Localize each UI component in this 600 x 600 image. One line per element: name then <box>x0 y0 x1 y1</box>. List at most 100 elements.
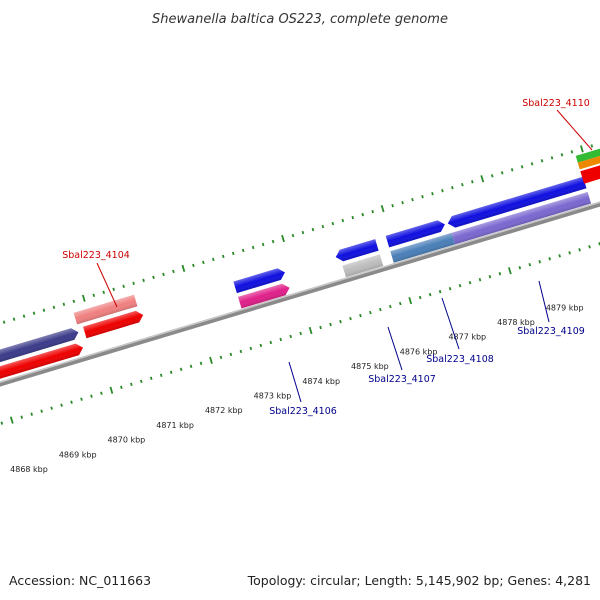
tick-inner <box>199 361 203 366</box>
tick-inner <box>418 295 422 300</box>
dark-blue-feature[interactable] <box>0 327 80 370</box>
scale-label: 4876 kbp <box>400 347 438 356</box>
gene-label-4107[interactable]: Sbal223_4107 <box>368 326 436 385</box>
blue-feature-4106[interactable] <box>233 267 286 294</box>
tick-outer <box>181 264 186 273</box>
tick-outer <box>421 194 424 199</box>
tick-outer <box>361 212 365 217</box>
gene-label-4106[interactable]: Sbal223_4106 <box>269 361 337 417</box>
tick-inner <box>319 325 322 330</box>
accession-text: Accession: NC_011663 <box>9 573 151 588</box>
tick-inner <box>349 316 352 321</box>
tick-outer <box>510 168 514 172</box>
tick-outer <box>22 314 26 318</box>
tick-inner <box>308 326 313 335</box>
blue-feature-4109[interactable] <box>446 176 587 230</box>
tick-inner <box>149 376 153 380</box>
tick-outer <box>590 144 594 148</box>
gene-label-4110[interactable]: Sbal223_4110 <box>522 98 593 151</box>
green-feature[interactable] <box>575 144 600 163</box>
tick-outer <box>172 269 175 274</box>
orange-feature[interactable] <box>577 151 600 170</box>
tick-inner <box>179 367 183 372</box>
tick-outer <box>42 308 46 312</box>
tick-outer <box>32 311 36 315</box>
tick-outer <box>132 281 135 286</box>
tick-inner <box>40 409 43 413</box>
tick-outer <box>52 305 56 309</box>
tick-outer <box>500 171 504 175</box>
tick-outer <box>490 174 494 178</box>
tick-inner <box>379 307 382 312</box>
tick-outer <box>221 254 225 259</box>
tick-outer <box>261 242 265 247</box>
tick-inner <box>80 397 83 401</box>
tick-inner <box>239 349 243 354</box>
tick-inner <box>209 356 213 364</box>
tick-inner <box>438 289 442 294</box>
tick-inner <box>60 403 63 407</box>
red-feature-right[interactable] <box>580 159 600 184</box>
tick-outer <box>122 284 125 289</box>
purple-feature[interactable] <box>451 192 592 245</box>
pink-feature[interactable] <box>73 294 138 325</box>
tick-outer <box>570 150 574 154</box>
tick-outer <box>401 200 404 205</box>
tick-inner <box>0 421 4 425</box>
tick-inner <box>229 352 233 357</box>
tick-outer <box>411 197 414 202</box>
tick-outer <box>281 234 285 243</box>
tick-outer <box>231 251 235 256</box>
map-title: Shewanella baltica OS223, complete genom… <box>152 12 448 27</box>
red-feature-left[interactable] <box>0 342 85 385</box>
tick-inner <box>468 280 472 285</box>
tick-inner <box>488 274 492 279</box>
scale-label: 4869 kbp <box>59 450 97 459</box>
tick-outer <box>331 221 335 226</box>
steel-blue-feature[interactable] <box>390 232 456 263</box>
gene-label-4109[interactable]: Sbal223_4109 <box>517 280 585 337</box>
svg-text:Sbal223_4110: Sbal223_4110 <box>522 98 590 109</box>
tick-outer <box>271 239 275 244</box>
scale-label: 4868 kbp <box>10 465 48 474</box>
tick-outer <box>480 175 485 183</box>
tick-inner <box>369 310 372 315</box>
tick-outer <box>431 192 434 196</box>
svg-text:Sbal223_4108: Sbal223_4108 <box>426 354 494 365</box>
tick-outer <box>92 293 96 298</box>
svg-text:Sbal223_4107: Sbal223_4107 <box>368 374 436 385</box>
gene-label-4108[interactable]: Sbal223_4108 <box>426 297 494 365</box>
gene-label-4104[interactable]: Sbal223_4104 <box>62 250 130 308</box>
tick-inner <box>249 346 253 351</box>
grey-feature[interactable] <box>342 254 384 278</box>
tick-outer <box>451 186 454 190</box>
tick-inner <box>279 337 283 342</box>
tick-outer <box>580 145 584 153</box>
tick-inner <box>259 343 263 348</box>
tick-outer <box>81 294 86 302</box>
scale-label: 4873 kbp <box>254 392 292 401</box>
tick-inner <box>169 370 173 375</box>
tick-outer <box>441 189 444 193</box>
scale-label: 4879 kbp <box>546 303 584 312</box>
tick-outer <box>291 233 295 238</box>
tick-inner <box>329 322 332 327</box>
tick-inner <box>408 296 413 305</box>
tick-outer <box>62 302 66 306</box>
red-feature-mid[interactable] <box>83 309 145 339</box>
tick-outer <box>520 165 524 169</box>
magenta-feature[interactable] <box>238 282 291 309</box>
tick-inner <box>558 254 561 258</box>
svg-text:Sbal223_4104: Sbal223_4104 <box>62 250 130 261</box>
tick-inner <box>389 304 392 309</box>
tick-inner <box>359 313 362 318</box>
blue-feature-4107[interactable] <box>334 239 379 263</box>
tick-inner <box>578 248 581 252</box>
tick-inner <box>120 385 123 389</box>
blue-feature-4108[interactable] <box>385 219 447 248</box>
tick-outer <box>192 263 195 268</box>
scale-label: 4878 kbp <box>497 318 535 327</box>
tick-outer <box>301 230 305 235</box>
tick-inner <box>159 373 163 378</box>
tick-inner <box>9 416 14 424</box>
